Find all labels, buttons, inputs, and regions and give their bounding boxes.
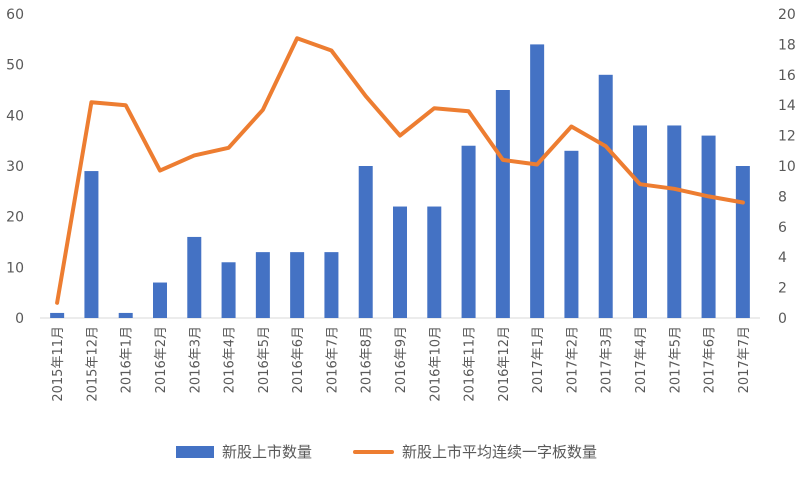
x-tick-label: 2017年2月 xyxy=(565,326,580,393)
left-axis-tick-label: 60 xyxy=(6,7,24,23)
x-tick-label: 2017年4月 xyxy=(634,326,649,393)
bar xyxy=(564,150,579,318)
left-axis-tick-label: 0 xyxy=(15,311,24,327)
bar xyxy=(701,135,716,318)
bar xyxy=(358,166,373,318)
x-tick-label: 2016年7月 xyxy=(325,326,340,393)
x-tick-label: 2017年3月 xyxy=(600,326,615,393)
line-series xyxy=(55,36,745,305)
left-axis-tick-label: 10 xyxy=(6,260,24,276)
bar xyxy=(50,312,65,318)
bar xyxy=(427,206,442,318)
bar xyxy=(461,145,476,318)
right-axis-tick-label: 20 xyxy=(778,7,796,23)
x-tick-label: 2017年6月 xyxy=(703,326,718,393)
x-tick-label: 2016年8月 xyxy=(360,326,375,393)
x-tick-label: 2016年2月 xyxy=(154,326,169,393)
left-axis-tick-label: 30 xyxy=(6,159,24,175)
right-axis-tick-label: 0 xyxy=(778,311,787,327)
right-axis-tick-label: 12 xyxy=(778,129,796,145)
x-tick-label: 2015年11月 xyxy=(51,326,66,402)
x-tick-label: 2016年3月 xyxy=(188,326,203,393)
right-axis-tick-label: 18 xyxy=(778,37,796,53)
right-axis-tick-label: 8 xyxy=(778,189,787,205)
bar xyxy=(633,125,647,318)
x-tick-label: 2016年10月 xyxy=(428,326,443,402)
x-tick-label: 2017年5月 xyxy=(668,326,683,393)
bar xyxy=(187,236,202,318)
right-axis-tick-label: 2 xyxy=(778,281,787,297)
x-tick-label: 2016年5月 xyxy=(257,326,272,393)
x-axis-ticks: 2015年11月 2015年12月 2016年1月 2016年2月 2016年3月 201… xyxy=(51,326,752,402)
right-axis-tick-label: 10 xyxy=(778,159,796,175)
legend-label-bars: 新股上市数量 xyxy=(222,443,312,461)
x-tick-label: 2015年12月 xyxy=(85,326,100,402)
right-axis-tick-label: 4 xyxy=(778,250,787,266)
bar xyxy=(290,252,305,318)
bar xyxy=(495,90,510,318)
legend-label-line: 新股上市平均连续一字板数量 xyxy=(402,443,597,461)
bar xyxy=(255,252,270,318)
x-tick-label: 2017年7月 xyxy=(737,326,752,393)
left-axis-ticks: 0 10 20 30 40 50 60 xyxy=(6,7,24,327)
right-axis-tick-label: 6 xyxy=(778,220,787,236)
bar xyxy=(118,312,133,318)
x-tick-label: 2016年4月 xyxy=(223,326,238,393)
bar xyxy=(324,252,339,318)
bar xyxy=(667,125,682,318)
x-tick-label: 2016年6月 xyxy=(291,326,306,393)
x-tick-label: 2017年1月 xyxy=(531,326,546,393)
bar-series xyxy=(50,44,750,319)
x-tick-label: 2016年12月 xyxy=(497,326,512,402)
bar xyxy=(598,74,613,318)
bar xyxy=(221,262,236,318)
bar xyxy=(530,44,545,319)
legend-swatch-bars xyxy=(176,446,214,458)
right-axis-ticks: 0 2 4 6 8 10 12 14 16 18 20 xyxy=(778,7,796,327)
x-tick-label: 2016年1月 xyxy=(120,326,135,393)
left-axis-tick-label: 20 xyxy=(6,210,24,226)
x-tick-label: 2016年11月 xyxy=(463,326,478,402)
bar xyxy=(393,206,407,318)
bar xyxy=(735,166,750,318)
legend: 新股上市数量 新股上市平均连续一字板数量 xyxy=(176,443,597,461)
left-axis-tick-label: 40 xyxy=(6,108,24,124)
bar xyxy=(153,282,167,318)
x-tick-label: 2016年9月 xyxy=(394,326,409,393)
left-axis-tick-label: 50 xyxy=(6,58,24,74)
bar xyxy=(84,171,99,318)
right-axis-tick-label: 14 xyxy=(778,98,796,114)
right-axis-tick-label: 16 xyxy=(778,68,796,84)
